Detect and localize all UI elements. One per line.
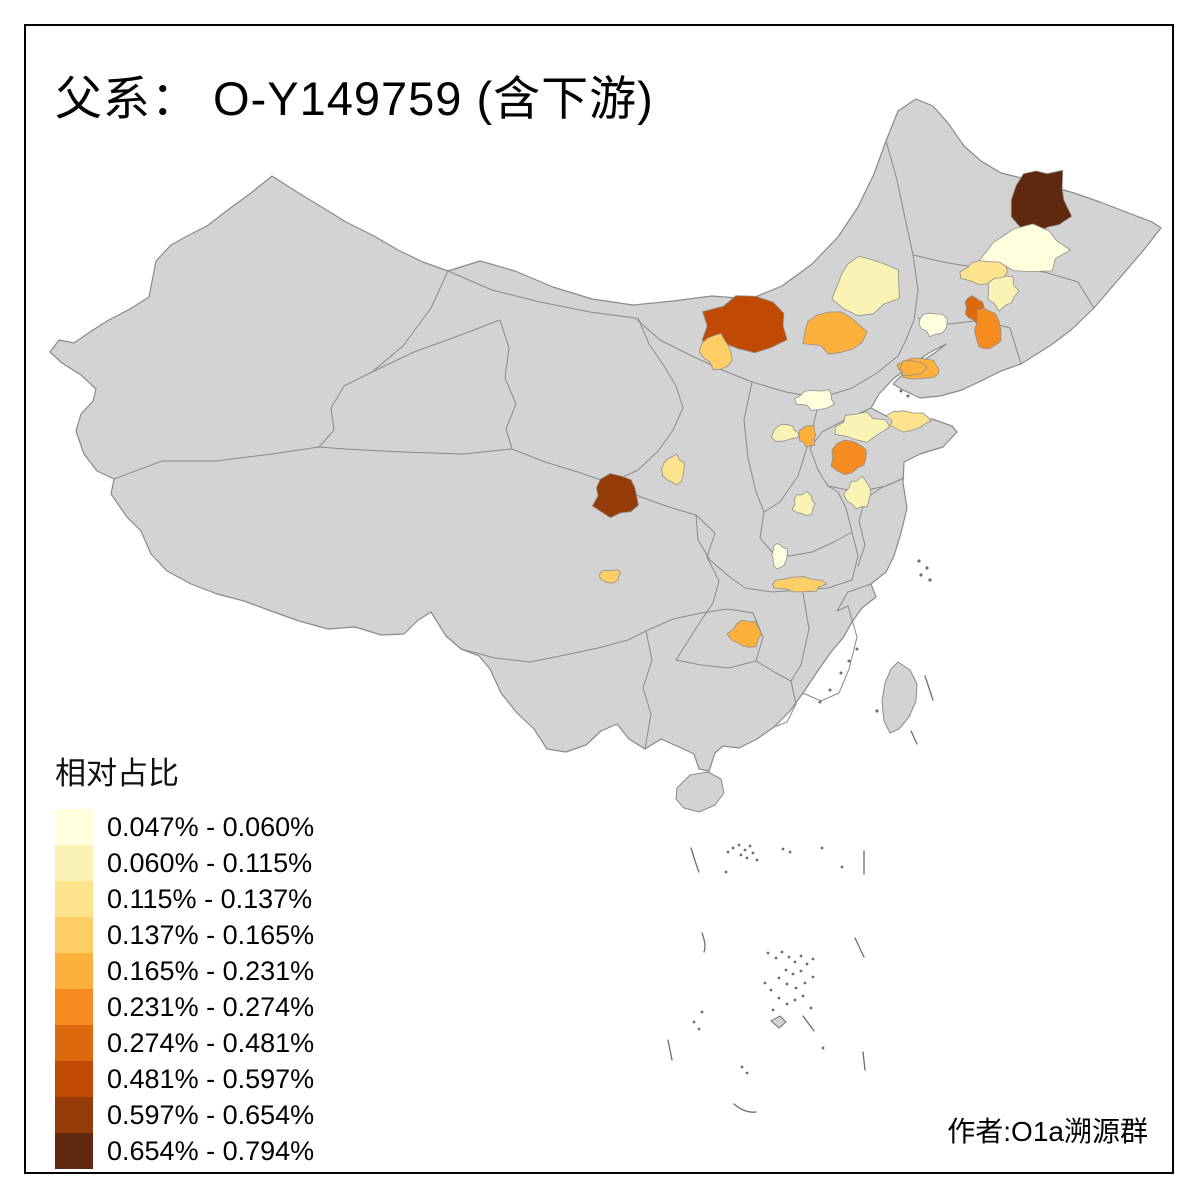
legend-label: 0.597% - 0.654% xyxy=(107,1099,315,1130)
legend-row: 0.060% - 0.115% xyxy=(55,845,314,881)
legend-label: 0.047% - 0.060% xyxy=(107,811,315,842)
map-region-r27 xyxy=(598,569,622,584)
legend-label: 0.165% - 0.231% xyxy=(107,955,315,986)
legend-title: 相对占比 xyxy=(55,756,179,791)
legend-swatch xyxy=(55,1097,93,1133)
legend-rows: 0.047% - 0.060% 0.060% - 0.115% 0.115% - 0… xyxy=(55,809,314,1169)
map-title: 父系： O-Y149759 (含下游) xyxy=(55,72,654,125)
map-region-r07 xyxy=(974,307,1002,350)
map-region-r15 xyxy=(771,423,799,442)
legend-swatch xyxy=(55,845,93,881)
legend-label: 0.115% - 0.137% xyxy=(107,883,313,914)
legend-row: 0.047% - 0.060% xyxy=(55,809,314,845)
legend-swatch xyxy=(55,1025,93,1061)
map-region-r12 xyxy=(831,255,900,317)
map-region-r10 xyxy=(698,333,733,371)
sea-islets xyxy=(667,389,934,1113)
figure-frame xyxy=(24,24,1174,1174)
legend-swatch xyxy=(55,809,93,845)
legend-row: 0.165% - 0.231% xyxy=(55,953,314,989)
map-region-r24 xyxy=(771,543,788,570)
map-region-r02 xyxy=(977,223,1071,273)
legend-swatch xyxy=(55,917,93,953)
map-region-r05 xyxy=(918,312,948,338)
legend-row: 0.137% - 0.165% xyxy=(55,917,314,953)
legend-label: 0.654% - 0.794% xyxy=(107,1135,315,1166)
legend-row: 0.654% - 0.794% xyxy=(55,1133,314,1169)
legend-label: 0.274% - 0.481% xyxy=(107,1027,315,1058)
map-region-r23 xyxy=(791,490,816,517)
legend-swatch xyxy=(55,881,93,917)
map-region-r13 xyxy=(900,360,928,376)
hainan-island xyxy=(675,771,725,813)
legend-row: 0.115% - 0.137% xyxy=(55,881,314,917)
taiwan-island xyxy=(881,661,918,734)
map-region-r14 xyxy=(794,389,836,411)
legend-row: 0.231% - 0.274% xyxy=(55,989,314,1025)
author-credit: 作者:O1a溯源群 xyxy=(947,1116,1148,1147)
map-region-r18 xyxy=(834,411,891,443)
legend-label: 0.231% - 0.274% xyxy=(107,991,315,1022)
legend-swatch xyxy=(55,989,93,1025)
legend-label: 0.137% - 0.165% xyxy=(107,919,315,950)
map-region-r11 xyxy=(802,311,868,355)
legend-row: 0.597% - 0.654% xyxy=(55,1097,314,1133)
map-region-r04 xyxy=(987,275,1020,312)
legend: 相对占比 0.047% - 0.060% 0.060% - 0.115% 0.115… xyxy=(55,748,314,1169)
province-borders xyxy=(113,140,1095,750)
map-region-r16 xyxy=(798,425,816,448)
map-region-r25 xyxy=(772,576,828,593)
map-region-r17 xyxy=(830,439,867,476)
legend-swatch xyxy=(55,1133,93,1169)
legend-row: 0.274% - 0.481% xyxy=(55,1025,314,1061)
legend-label: 0.481% - 0.597% xyxy=(107,1063,315,1094)
legend-row: 0.481% - 0.597% xyxy=(55,1061,314,1097)
map-region-r21 xyxy=(591,473,639,519)
map-region-r22 xyxy=(661,453,685,486)
legend-swatch xyxy=(55,1061,93,1097)
map-region-r26 xyxy=(726,619,762,648)
legend-swatch xyxy=(55,953,93,989)
map-region-r20 xyxy=(843,475,872,510)
map-region-r19 xyxy=(885,410,932,433)
legend-label: 0.060% - 0.115% xyxy=(107,847,313,878)
islands xyxy=(675,661,918,813)
colored-regions xyxy=(591,169,1073,648)
map-region-r01 xyxy=(1010,169,1073,235)
